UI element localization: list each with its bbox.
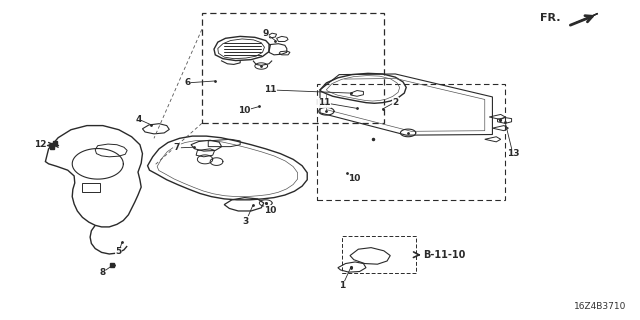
Text: 10: 10 [348,174,360,183]
Text: 9: 9 [262,29,269,38]
Text: 4: 4 [136,115,142,124]
Text: 5: 5 [116,247,122,256]
Text: 13: 13 [507,149,519,158]
Text: 11: 11 [317,98,330,107]
Text: 12: 12 [34,140,47,149]
Text: 16Z4B3710: 16Z4B3710 [574,302,627,311]
Bar [317,84,505,200]
Text: 7: 7 [174,143,180,152]
Text: 11: 11 [264,85,276,94]
Text: 8: 8 [100,268,106,277]
Bar [202,13,384,123]
Text: FR.: FR. [540,13,561,23]
Text: B-11-10: B-11-10 [424,250,466,260]
Text: 6: 6 [184,78,190,87]
Text: 3: 3 [243,217,249,226]
Text: 1: 1 [339,281,346,290]
Text: 2: 2 [392,98,399,107]
Text: 10: 10 [264,206,276,215]
Polygon shape [575,13,598,23]
Text: 10: 10 [239,106,251,115]
Bar [342,236,416,273]
